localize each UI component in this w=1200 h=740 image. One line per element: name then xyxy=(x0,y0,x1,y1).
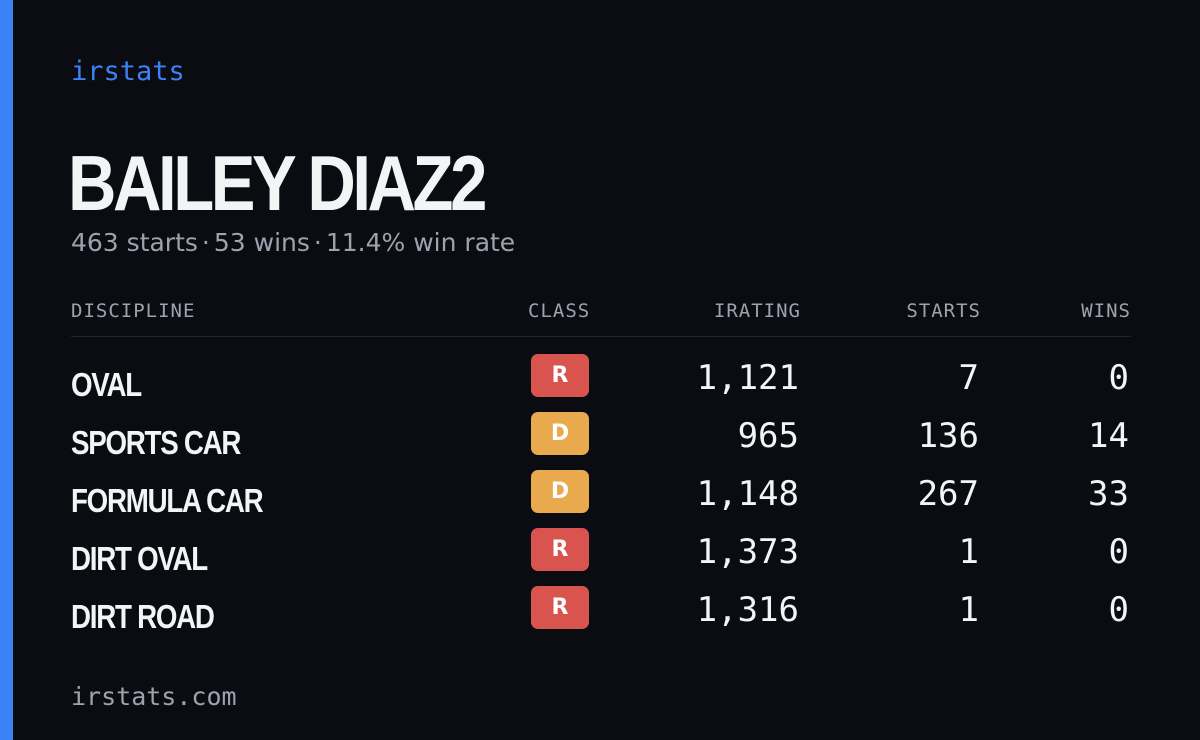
irating-value: 1,121 xyxy=(696,358,799,398)
table-row: OVAL R 1,121 7 0 xyxy=(0,354,1200,412)
wins-value: 0 xyxy=(1108,590,1129,630)
brand-logo[interactable]: irstats xyxy=(71,56,185,87)
discipline-label: OVAL xyxy=(71,366,142,403)
discipline-label: SPORTS CAR xyxy=(71,424,241,461)
discipline-label: DIRT OVAL xyxy=(71,540,208,577)
header-irating: IRATING xyxy=(713,300,801,322)
header-starts: STARTS xyxy=(906,300,981,322)
irating-value: 965 xyxy=(737,416,799,456)
summary-wins: 53 wins xyxy=(213,228,310,257)
wins-value: 14 xyxy=(1088,416,1129,456)
class-badge: R xyxy=(531,586,589,629)
header-wins: WINS xyxy=(1081,300,1131,322)
header-discipline: DISCIPLINE xyxy=(71,300,196,322)
wins-value: 0 xyxy=(1108,532,1129,572)
starts-value: 267 xyxy=(917,474,979,514)
summary-separator: · xyxy=(201,228,210,257)
summary-separator: · xyxy=(313,228,322,257)
starts-value: 136 xyxy=(917,416,979,456)
driver-name: BAILEY DIAZ2 xyxy=(68,139,487,227)
irating-value: 1,373 xyxy=(696,532,799,572)
discipline-label: DIRT ROAD xyxy=(71,598,215,635)
irating-value: 1,316 xyxy=(696,590,799,630)
summary-win-rate: 11.4% win rate xyxy=(325,228,516,257)
table-row: FORMULA CAR D 1,148 267 33 xyxy=(0,470,1200,528)
table-row: DIRT ROAD R 1,316 1 0 xyxy=(0,586,1200,644)
summary-starts: 463 starts xyxy=(71,228,198,257)
class-badge: R xyxy=(531,528,589,571)
starts-value: 7 xyxy=(958,358,979,398)
class-badge: R xyxy=(531,354,589,397)
header-class: CLASS xyxy=(528,300,591,322)
header-divider xyxy=(71,336,1131,337)
irating-value: 1,148 xyxy=(696,474,799,514)
class-badge: D xyxy=(531,470,589,513)
discipline-label: FORMULA CAR xyxy=(71,482,264,519)
table-row: SPORTS CAR D 965 136 14 xyxy=(0,412,1200,470)
starts-value: 1 xyxy=(958,590,979,630)
driver-summary: 463 starts · 53 wins · 11.4% win rate xyxy=(71,228,515,257)
accent-bar xyxy=(0,0,13,740)
wins-value: 0 xyxy=(1108,358,1129,398)
starts-value: 1 xyxy=(958,532,979,572)
footer-url[interactable]: irstats.com xyxy=(71,682,237,711)
wins-value: 33 xyxy=(1088,474,1129,514)
table-row: DIRT OVAL R 1,373 1 0 xyxy=(0,528,1200,586)
class-badge: D xyxy=(531,412,589,455)
